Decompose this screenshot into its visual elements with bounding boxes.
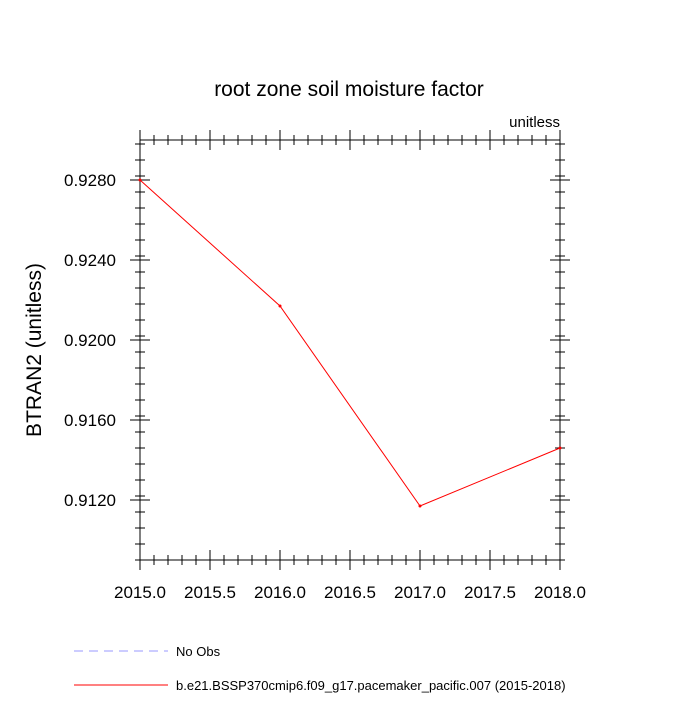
chart-title: root zone soil moisture factor — [214, 78, 484, 101]
plot-frame-rect — [139, 139, 561, 561]
series-point — [278, 304, 282, 308]
series-point — [138, 178, 142, 182]
data-series — [138, 178, 562, 508]
y-tick-label: 0.9120 — [64, 491, 116, 510]
x-tick-labels: 2015.0 2015.5 2016.0 2016.5 2017.0 2017.5 2018… — [114, 583, 586, 602]
units-label: unitless — [509, 114, 560, 131]
y-axis-label: BTRAN2 (unitless) — [23, 263, 46, 437]
x-tick-label: 2015.5 — [184, 583, 236, 602]
x-tick-label: 2016.5 — [324, 583, 376, 602]
series-point — [418, 504, 422, 508]
series-line — [139, 179, 561, 507]
x-tick-label: 2018.0 — [534, 583, 586, 602]
legend-label: No Obs — [176, 644, 221, 659]
plot-frame — [139, 139, 561, 561]
x-tick-label: 2016.0 — [254, 583, 306, 602]
x-tick-label: 2017.5 — [464, 583, 516, 602]
y-tick-label: 0.9200 — [64, 331, 116, 350]
series-point — [558, 446, 562, 450]
major-ticks — [130, 130, 570, 570]
legend-label: b.e21.BSSP370cmip6.f09_g17.pacemaker_pac… — [176, 678, 566, 693]
y-tick-label: 0.9240 — [64, 251, 116, 270]
y-tick-label: 0.9280 — [64, 171, 116, 190]
y-tick-labels: 0.9120 0.9160 0.9200 0.9240 0.9280 — [64, 171, 116, 510]
legend: No Obs b.e21.BSSP370cmip6.f09_g17.pacemak… — [74, 644, 566, 693]
x-tick-label: 2017.0 — [394, 583, 446, 602]
y-tick-label: 0.9160 — [64, 411, 116, 430]
minor-ticks — [135, 135, 565, 565]
x-tick-label: 2015.0 — [114, 583, 166, 602]
